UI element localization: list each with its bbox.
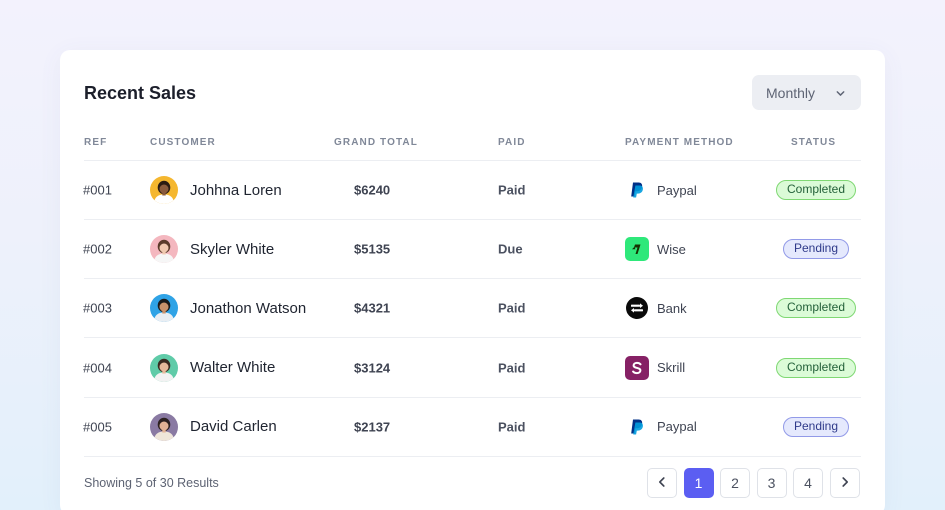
- status-badge: Completed: [775, 180, 857, 200]
- wise-icon: [625, 237, 649, 262]
- customer-avatar: [150, 235, 178, 264]
- row-customer: Johhna Loren: [150, 176, 282, 204]
- row-paid: Paid: [498, 300, 526, 316]
- next-page-button[interactable]: [829, 468, 860, 498]
- status-badge: Completed: [775, 357, 857, 378]
- row-paid: Paid: [498, 419, 526, 435]
- payment-method-name: Paypal: [657, 419, 697, 435]
- chevron-down-icon: [835, 86, 846, 102]
- header-customer: CUSTOMER: [150, 137, 216, 148]
- status-badge: Pending: [782, 239, 850, 260]
- payment-method-name: Paypal: [657, 182, 697, 198]
- card-title: Recent Sales: [84, 83, 197, 103]
- status-badge: Completed: [775, 298, 857, 319]
- row-payment-method: Paypal: [625, 178, 697, 202]
- skrill-icon: [625, 355, 649, 380]
- table-row[interactable]: #001 Johhna Loren $6240 Paid Paypal Completed: [83, 161, 861, 220]
- row-payment-method: Paypal: [625, 415, 697, 439]
- table-row[interactable]: #002 Skyler White $5135 Due Wise Pending: [83, 220, 861, 280]
- row-grand-total: $6240: [354, 182, 391, 198]
- page-2-button[interactable]: 2: [720, 468, 750, 498]
- table-row[interactable]: #004 Walter White $3124 Paid Skrill Completed: [83, 339, 861, 398]
- header-status: STATUS: [791, 137, 837, 148]
- customer-avatar: [150, 294, 178, 323]
- header-grand-total: GRAND TOTAL: [334, 137, 418, 148]
- bank-icon: [625, 296, 649, 320]
- chevron-right-icon: [839, 475, 851, 491]
- recent-sales-card: Recent Sales Monthly REF CUSTOMER GRAND …: [60, 50, 885, 510]
- row-status: Pending: [771, 416, 861, 437]
- payment-method-name: Wise: [657, 241, 686, 257]
- row-paid: Paid: [498, 360, 526, 376]
- status-badge: Pending: [782, 416, 850, 437]
- header-payment-method: PAYMENT METHOD: [625, 137, 734, 148]
- row-paid: Paid: [498, 182, 526, 198]
- pagination: 1 2 3 4: [647, 468, 866, 498]
- customer-name: David Carlen: [190, 418, 277, 436]
- row-customer: David Carlen: [150, 412, 277, 441]
- row-payment-method: Bank: [625, 296, 687, 320]
- customer-name: Walter White: [190, 359, 276, 377]
- payment-method-name: Bank: [657, 300, 687, 316]
- page-4-button[interactable]: 4: [793, 468, 823, 498]
- row-payment-method: Wise: [625, 237, 686, 262]
- page-3-button[interactable]: 3: [756, 468, 787, 498]
- row-grand-total: $4321: [354, 300, 391, 316]
- period-dropdown-value: Monthly: [766, 84, 816, 101]
- row-payment-method: Skrill: [625, 355, 686, 380]
- row-grand-total: $5135: [354, 241, 391, 257]
- table-row[interactable]: #003 Jonathon Watson $4321 Paid Bank Complete…: [83, 279, 861, 339]
- row-status: Completed: [771, 180, 861, 200]
- row-paid: Due: [498, 241, 523, 257]
- table-header: REF CUSTOMER GRAND TOTAL PAID PAYMENT ME…: [84, 130, 861, 161]
- customer-name: Johhna Loren: [190, 181, 282, 199]
- row-customer: Jonathon Watson: [150, 294, 307, 323]
- payment-method-name: Skrill: [657, 360, 686, 376]
- row-ref: #003: [83, 300, 112, 316]
- customer-avatar: [150, 176, 178, 204]
- table-row[interactable]: #005 David Carlen $2137 Paid Paypal Pending: [83, 398, 861, 457]
- row-status: Completed: [771, 357, 861, 378]
- row-grand-total: $2137: [354, 419, 391, 435]
- customer-avatar: [150, 412, 178, 441]
- customer-name: Skyler White: [190, 240, 275, 258]
- customer-avatar: [150, 353, 178, 382]
- row-grand-total: $3124: [354, 360, 391, 376]
- row-status: Pending: [771, 239, 861, 260]
- row-ref: #005: [83, 419, 112, 435]
- row-ref: #004: [83, 360, 112, 376]
- chevron-left-icon: [656, 475, 668, 491]
- row-ref: #001: [83, 182, 112, 198]
- paypal-icon: [625, 178, 649, 202]
- row-ref: #002: [83, 241, 112, 257]
- customer-name: Jonathon Watson: [190, 299, 307, 317]
- results-count: Showing 5 of 30 Results: [84, 476, 219, 490]
- period-dropdown[interactable]: Monthly: [752, 75, 861, 110]
- header-paid: PAID: [498, 137, 526, 148]
- header-ref: REF: [84, 137, 108, 148]
- row-customer: Skyler White: [150, 235, 275, 264]
- prev-page-button[interactable]: [647, 468, 677, 498]
- row-status: Completed: [771, 298, 861, 319]
- row-customer: Walter White: [150, 353, 276, 382]
- paypal-icon: [625, 415, 649, 439]
- page-1-button[interactable]: 1: [683, 468, 714, 498]
